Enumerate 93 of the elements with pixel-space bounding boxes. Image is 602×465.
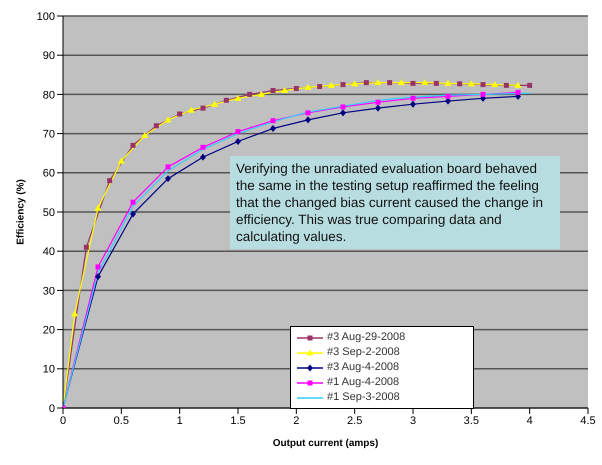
- point: [247, 92, 252, 97]
- y-tick-label: 40: [42, 246, 55, 258]
- point: [130, 210, 136, 218]
- point: [224, 98, 229, 103]
- point: [234, 94, 242, 101]
- point: [200, 144, 206, 150]
- point: [211, 100, 218, 107]
- y-tick-label: 100: [36, 10, 55, 23]
- legend-label: #3 Aug-4-2008: [327, 360, 400, 375]
- x-axis-title: Output current (amps): [272, 438, 378, 449]
- legend-label: #3 Sep-2-2008: [327, 345, 400, 360]
- point: [514, 82, 522, 88]
- legend-label: #1 Sep-3-2008: [327, 390, 400, 405]
- x-tick-label: 4.5: [580, 414, 596, 427]
- point: [141, 132, 148, 138]
- y-tick-label: 30: [42, 285, 55, 298]
- point: [94, 204, 102, 211]
- y-tick-label: 0: [48, 402, 55, 415]
- point: [340, 104, 346, 110]
- x-tick-label: 0.5: [114, 414, 129, 427]
- point: [480, 92, 486, 97]
- point: [96, 264, 100, 270]
- point: [410, 100, 416, 108]
- point: [387, 80, 392, 86]
- point: [118, 158, 125, 164]
- point: [236, 129, 240, 134]
- point: [305, 116, 311, 124]
- point: [270, 88, 276, 93]
- point: [130, 200, 136, 205]
- point: [270, 118, 276, 124]
- point: [364, 80, 369, 86]
- x-tick-label: 1: [176, 414, 183, 427]
- point: [258, 90, 265, 97]
- x-tick-label: 4: [526, 414, 533, 427]
- point: [95, 273, 101, 280]
- point: [306, 110, 310, 116]
- y-tick-label: 20: [42, 324, 55, 337]
- point: [410, 80, 416, 86]
- point: [235, 138, 241, 145]
- point: [71, 310, 78, 316]
- point: [351, 80, 358, 86]
- point: [84, 244, 89, 250]
- point: [398, 79, 405, 86]
- point: [281, 86, 288, 93]
- point: [340, 109, 346, 116]
- x-tick-label: 0: [60, 414, 66, 427]
- legend-label: #1 Aug-4-2008: [327, 375, 400, 390]
- x-tick-label: 1.5: [230, 414, 246, 427]
- legend-label: #3 Aug-29-2008: [327, 330, 406, 345]
- point: [446, 94, 450, 99]
- point: [165, 175, 171, 182]
- point: [188, 106, 195, 113]
- point: [177, 112, 182, 116]
- point: [317, 84, 322, 90]
- x-tick-label: 3: [410, 414, 416, 427]
- point: [328, 82, 335, 88]
- point: [376, 100, 380, 105]
- point: [304, 84, 312, 90]
- y-axis-title: Efficiency (%): [16, 179, 27, 245]
- point: [200, 106, 206, 111]
- y-tick-label: 80: [42, 89, 55, 102]
- point: [527, 82, 532, 88]
- y-tick-label: 60: [42, 168, 55, 180]
- point: [154, 123, 159, 128]
- point: [374, 79, 382, 86]
- point: [480, 82, 486, 88]
- point: [130, 142, 136, 148]
- note-box: Verifying the unradiated evaluation board behaved the same in the testing setup reaffirmed the feeling that the changed bias current caused the change in efficiency. This was true comparing data and calculating values.: [230, 156, 560, 249]
- point: [504, 82, 509, 88]
- point: [468, 80, 475, 86]
- y-tick-label: 70: [42, 128, 55, 141]
- point: [294, 86, 299, 92]
- point: [445, 98, 451, 105]
- point: [444, 80, 452, 86]
- point: [516, 90, 520, 95]
- point: [164, 116, 172, 122]
- point: [107, 178, 112, 184]
- y-tick-label: 90: [42, 50, 55, 62]
- y-tick-label: 10: [42, 364, 55, 376]
- point: [166, 164, 170, 170]
- point: [375, 104, 381, 112]
- point: [200, 154, 206, 161]
- point: [270, 125, 276, 132]
- point: [421, 79, 428, 86]
- point: [410, 96, 416, 101]
- x-tick-label: 2.5: [347, 414, 362, 427]
- point: [340, 82, 346, 88]
- point: [491, 81, 498, 88]
- point: [457, 81, 462, 86]
- x-tick-label: 2: [293, 414, 300, 427]
- point: [434, 80, 439, 86]
- x-tick-label: 3.5: [464, 414, 479, 427]
- y-tick-label: 50: [42, 206, 55, 219]
